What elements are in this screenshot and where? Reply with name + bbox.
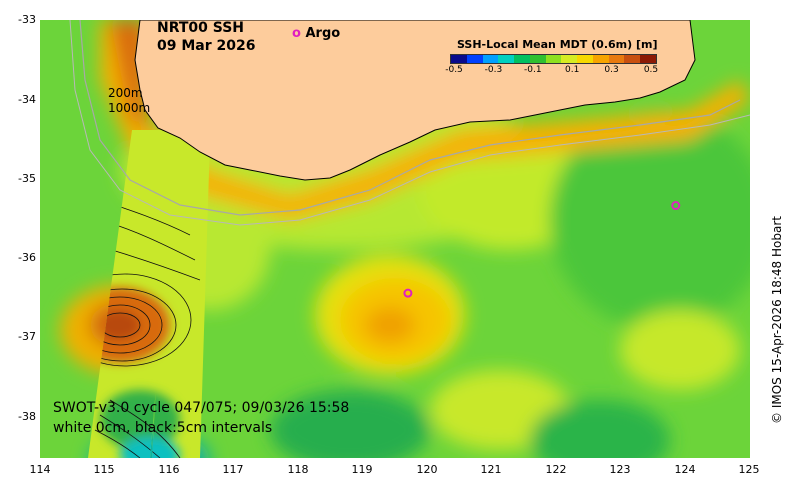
lat-tick-label: -33 (18, 13, 36, 26)
colorbar-swatch (466, 55, 483, 63)
colorbar-tick-label: 0.5 (643, 65, 659, 75)
eddy-core (365, 307, 415, 343)
argo-float-marker (403, 288, 413, 298)
argo-float-marker (671, 201, 681, 211)
colorbar-swatch (624, 55, 641, 63)
colorbar-tick-label: 0.1 (565, 65, 580, 75)
swot-eddy-core (96, 310, 140, 340)
field-darkgreen-sw (270, 390, 430, 458)
isobath-label-200m: 200m (108, 86, 143, 100)
isobath-200m (79, 20, 741, 216)
ssh-map (40, 20, 750, 458)
argo-legend-label: Argo (305, 26, 341, 41)
lat-tick-label: -35 (18, 172, 36, 185)
colorbar-tick-label: -0.1 (524, 65, 542, 75)
colorbar-swatch (561, 55, 578, 63)
field-green-east (550, 110, 750, 330)
coastal-current (100, 20, 750, 220)
argo-marker-icon: o (292, 26, 301, 41)
lat-tick-label: -37 (18, 330, 36, 343)
lon-tick-label: 122 (545, 463, 567, 476)
colorbar (450, 54, 657, 64)
lat-tick-label: -38 (18, 410, 36, 423)
lon-tick-label: 117 (222, 463, 244, 476)
lon-tick-label: 118 (287, 463, 309, 476)
map-plot-area (40, 20, 750, 458)
lat-tick-label: -36 (18, 251, 36, 264)
colorbar-swatch (640, 55, 656, 63)
colorbar-swatch (529, 55, 546, 63)
lon-tick-label: 120 (416, 463, 438, 476)
isobath-label-1000m: 1000m (108, 101, 151, 115)
isobath-1000m (69, 20, 750, 226)
lon-tick-label: 119 (351, 463, 373, 476)
colorbar-swatch (545, 55, 562, 63)
colorbar-swatch (608, 55, 625, 63)
swot-contour-info: white 0cm, black:5cm intervals (53, 420, 273, 436)
colorbar-swatch (577, 55, 593, 63)
swot-info: SWOT-v3.0 cycle 047/075; 09/03/26 15:58 (53, 400, 350, 416)
colorbar-swatch (514, 55, 530, 63)
lon-tick-label: 125 (738, 463, 760, 476)
colorbar-swatch (498, 55, 515, 63)
field-darkgreen-south (530, 400, 670, 458)
lon-tick-label: 123 (609, 463, 631, 476)
colorbar-tick-label: -0.5 (445, 65, 463, 75)
colorbar-tick-label: 0.3 (604, 65, 619, 75)
colorbar-swatch (482, 55, 499, 63)
lon-tick-label: 124 (674, 463, 696, 476)
colorbar-swatch (592, 55, 609, 63)
swot-cyan (120, 437, 180, 458)
lon-tick-label: 116 (158, 463, 180, 476)
lat-tick-label: -34 (18, 93, 36, 106)
lon-tick-label: 121 (480, 463, 502, 476)
map-title: NRT00 SSH (157, 20, 245, 36)
field-yellow-east (620, 310, 740, 390)
lon-tick-label: 115 (93, 463, 115, 476)
imos-credit: © IMOS 15-Apr-2026 18:48 Hobart (770, 216, 784, 424)
colorbar-title: SSH-Local Mean MDT (0.6m) [m] (457, 38, 658, 51)
colorbar-tick-label: -0.3 (484, 65, 503, 75)
lon-tick-label: 114 (29, 463, 51, 476)
colorbar-swatch (451, 55, 467, 63)
argo-floats (403, 201, 681, 298)
map-date: 09 Mar 2026 (157, 38, 256, 54)
argo-legend: o Argo (292, 26, 340, 41)
